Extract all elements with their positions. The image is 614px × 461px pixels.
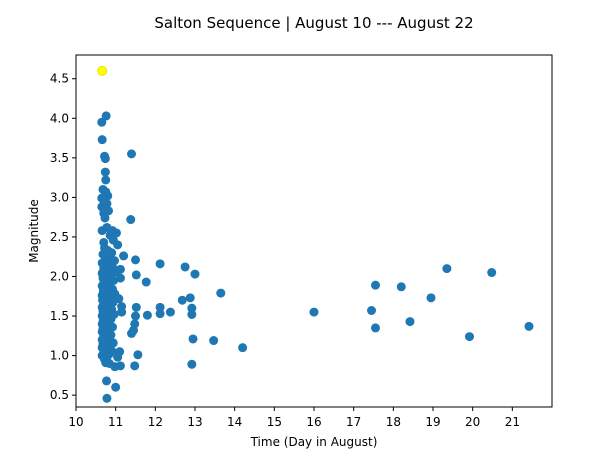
data-point — [309, 307, 319, 317]
data-point — [487, 268, 497, 278]
data-point — [187, 303, 197, 313]
data-point — [180, 262, 190, 272]
data-point — [113, 352, 123, 362]
data-point — [464, 332, 474, 342]
x-axis-ticks: 10 11 12 13 14 15 16 17 18 19 20 21 — [68, 407, 520, 429]
data-point — [165, 307, 175, 317]
data-point — [127, 149, 137, 159]
data-point — [115, 273, 125, 283]
data-point — [370, 323, 380, 333]
y-tick-label: 1.5 — [50, 309, 69, 323]
data-point — [115, 264, 125, 274]
data-point — [187, 309, 197, 319]
y-tick-label: 3.5 — [50, 151, 69, 165]
y-tick-label: 2.0 — [50, 269, 69, 283]
data-point — [524, 321, 534, 331]
data-point — [97, 117, 107, 127]
data-point — [177, 295, 187, 305]
data-point — [216, 288, 226, 298]
data-point — [97, 226, 107, 236]
x-tick-label: 14 — [227, 415, 242, 429]
data-point — [155, 259, 165, 269]
data-point — [100, 213, 110, 223]
y-tick-label: 4.5 — [50, 72, 69, 86]
data-point — [396, 282, 406, 292]
data-point — [370, 280, 380, 290]
x-tick-label: 11 — [108, 415, 123, 429]
y-tick-label: 3.0 — [50, 190, 69, 204]
data-point — [188, 334, 198, 344]
x-tick-label: 21 — [505, 415, 520, 429]
data-points — [97, 111, 534, 403]
highlight-layer — [97, 65, 108, 76]
y-tick-label: 4.0 — [50, 111, 69, 125]
data-point — [115, 361, 125, 371]
data-point — [119, 251, 129, 261]
y-tick-label: 0.5 — [50, 388, 69, 402]
data-point — [130, 319, 140, 329]
highlighted-data-point — [97, 65, 108, 76]
data-point — [130, 361, 140, 371]
y-axis-ticks: 0.5 1.0 1.5 2.0 2.5 3.0 3.5 4.0 4.5 — [50, 72, 76, 402]
data-point — [442, 264, 452, 274]
x-tick-label: 12 — [148, 415, 163, 429]
data-point — [155, 302, 165, 312]
data-point — [114, 294, 124, 304]
plot-area-frame — [75, 54, 553, 408]
data-point — [142, 310, 152, 320]
x-tick-label: 20 — [465, 415, 480, 429]
data-point — [111, 382, 121, 392]
data-point — [101, 175, 111, 185]
x-tick-label: 15 — [267, 415, 282, 429]
x-tick-label: 17 — [346, 415, 361, 429]
data-point — [113, 240, 123, 250]
data-point — [117, 307, 127, 317]
data-point — [126, 215, 136, 225]
x-tick-label: 16 — [306, 415, 321, 429]
data-point — [100, 154, 110, 164]
x-axis-label: Time (Day in August) — [250, 435, 378, 449]
data-point — [155, 309, 165, 319]
data-point — [131, 255, 140, 265]
y-tick-label: 1.0 — [50, 349, 69, 363]
data-point — [100, 167, 110, 177]
data-point — [190, 269, 200, 279]
data-point — [405, 317, 415, 327]
data-point — [102, 393, 112, 403]
data-point — [131, 270, 141, 280]
data-point — [97, 135, 107, 145]
data-point — [141, 277, 151, 287]
data-point — [367, 305, 377, 315]
x-tick-label: 19 — [425, 415, 440, 429]
data-point — [185, 293, 195, 303]
y-axis-label: Magnitude — [27, 199, 41, 263]
data-point — [131, 302, 141, 312]
data-point — [133, 350, 143, 360]
chart-title: Salton Sequence | August 10 --- August 2… — [154, 14, 473, 32]
data-point — [426, 293, 436, 303]
data-point — [187, 359, 197, 369]
data-point — [131, 311, 140, 321]
x-tick-label: 18 — [386, 415, 401, 429]
y-tick-label: 2.5 — [50, 230, 69, 244]
x-tick-label: 10 — [68, 415, 83, 429]
x-tick-label: 13 — [187, 415, 202, 429]
data-point — [238, 343, 248, 353]
data-point — [209, 336, 219, 346]
data-point — [101, 111, 111, 121]
data-point — [102, 376, 112, 386]
